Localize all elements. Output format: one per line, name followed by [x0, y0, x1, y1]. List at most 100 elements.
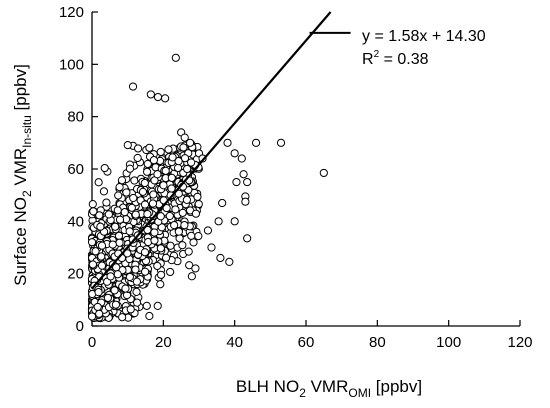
x-axis-title-middle: VMR — [306, 377, 349, 396]
x-tick-label: 120 — [507, 334, 532, 351]
data-point — [87, 312, 97, 321]
data-point — [182, 195, 191, 205]
data-point — [178, 208, 187, 217]
data-point — [120, 208, 129, 217]
data-point — [167, 184, 176, 193]
data-point — [173, 163, 183, 173]
data-point — [180, 221, 189, 230]
r-squared-label: R2 = 0.38 — [362, 49, 429, 68]
data-point — [185, 138, 195, 147]
data-point — [216, 253, 225, 263]
data-point — [153, 92, 163, 102]
data-point — [125, 227, 134, 236]
data-point — [145, 311, 154, 321]
data-point — [95, 309, 104, 318]
data-point — [111, 300, 120, 309]
data-point — [150, 228, 159, 237]
data-point — [94, 178, 103, 187]
x-tick-label: 100 — [436, 334, 461, 351]
y-tick-label: 20 — [67, 266, 84, 283]
data-point — [156, 212, 165, 221]
data-point — [185, 261, 194, 270]
data-point — [187, 231, 196, 240]
data-point — [106, 272, 115, 281]
data-point — [319, 168, 328, 178]
data-point — [166, 267, 175, 277]
data-point — [125, 272, 134, 282]
data-point — [243, 234, 252, 243]
data-point — [178, 241, 187, 250]
data-point — [123, 140, 132, 150]
data-point — [159, 181, 168, 190]
x-axis-ticks: 0 20 40 60 80 100 120 — [88, 320, 533, 351]
data-point — [97, 261, 107, 270]
data-point — [194, 199, 203, 209]
data-point — [187, 272, 196, 281]
data-point — [88, 260, 98, 269]
data-point — [153, 261, 162, 271]
data-point — [99, 187, 109, 196]
y-tick-label: 60 — [67, 161, 84, 178]
data-point — [148, 199, 158, 208]
data-point — [164, 145, 173, 154]
data-point — [129, 193, 138, 203]
x-axis-title: BLH NO2 VMROMI [ppbv] — [236, 377, 422, 400]
data-point — [88, 200, 97, 209]
y-tick-label: 0 — [76, 318, 84, 335]
data-point — [167, 173, 176, 182]
data-point — [115, 183, 124, 192]
data-point — [232, 177, 241, 187]
data-point — [156, 244, 165, 253]
data-point — [165, 211, 174, 221]
data-point — [156, 270, 166, 279]
x-tick-label: 40 — [226, 334, 243, 351]
data-point — [145, 143, 154, 152]
regression-line — [91, 11, 332, 290]
data-point — [97, 241, 107, 250]
data-point — [122, 188, 131, 197]
y-axis-title-subscript: In-situ — [20, 115, 34, 148]
data-point — [140, 248, 150, 257]
y-tick-label: 40 — [67, 213, 84, 230]
data-point — [97, 252, 106, 261]
data-point — [239, 170, 248, 179]
data-point — [180, 133, 189, 142]
data-point — [153, 301, 162, 310]
data-point — [171, 205, 180, 214]
data-point — [225, 257, 234, 266]
regression-equation: y = 1.58x + 14.30 — [362, 28, 486, 45]
data-point — [143, 209, 152, 219]
data-point — [138, 187, 148, 196]
data-point — [174, 157, 183, 166]
y-axis-title-middle: VMR — [11, 148, 30, 191]
data-point — [113, 270, 122, 279]
data-point — [118, 313, 127, 322]
data-point — [241, 197, 250, 206]
data-point — [156, 280, 165, 289]
data-point — [91, 247, 100, 256]
data-point — [132, 287, 141, 296]
data-point — [110, 286, 119, 295]
y-axis-title-suffix: [ppbv] — [11, 64, 30, 115]
data-point — [125, 164, 135, 173]
data-point — [187, 158, 196, 167]
data-point — [132, 277, 142, 286]
data-point — [175, 234, 184, 243]
y-tick-label: 100 — [59, 56, 84, 73]
data-point — [156, 147, 165, 157]
data-point — [218, 198, 227, 208]
data-point — [100, 163, 109, 173]
r-squared-suffix: = 0.38 — [379, 51, 428, 68]
data-point — [127, 203, 136, 212]
data-point — [168, 153, 177, 162]
data-point — [207, 243, 216, 252]
x-axis-title-subscript: OMI — [348, 386, 371, 400]
data-point — [89, 207, 98, 216]
data-point — [171, 53, 180, 62]
x-axis-title-prefix: BLH NO — [236, 377, 299, 396]
y-axis-title-prefix: Surface NO — [11, 197, 30, 286]
data-point — [150, 236, 159, 245]
data-point — [170, 221, 179, 230]
data-point — [191, 264, 200, 273]
